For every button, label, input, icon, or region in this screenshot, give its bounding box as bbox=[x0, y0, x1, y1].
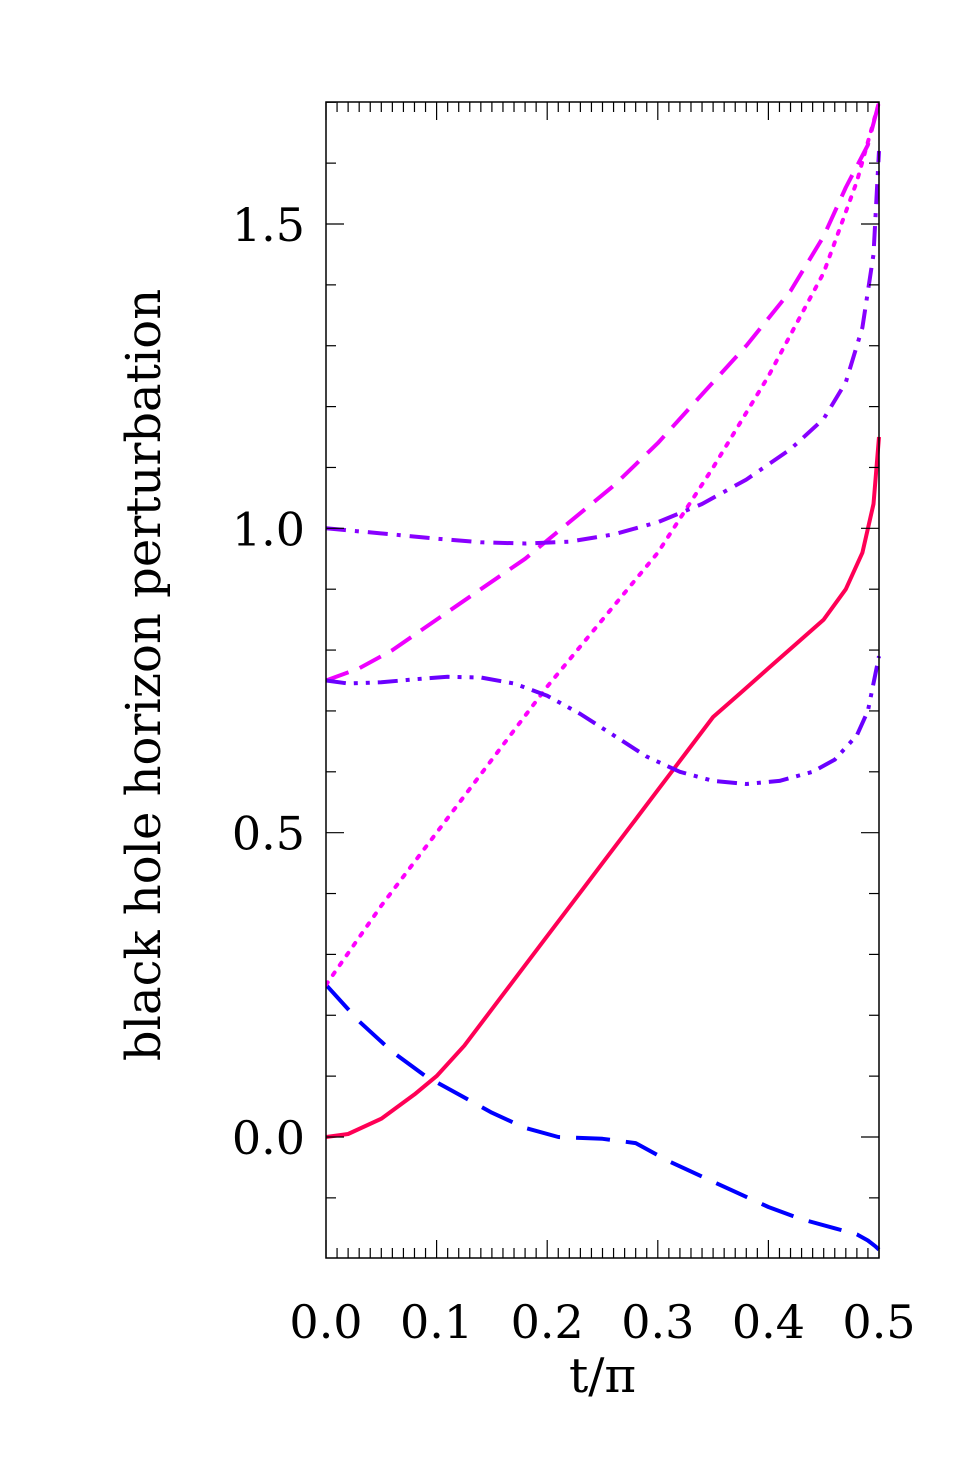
series-line-dash-dot bbox=[326, 150, 881, 546]
y-tick-label: 1.5 bbox=[232, 198, 305, 252]
series-line-dotted bbox=[326, 100, 881, 987]
y-axis-title: black hole horizon perturbation bbox=[116, 289, 172, 1061]
y-tick-label: 1.0 bbox=[232, 502, 305, 556]
series-line-short-dash bbox=[326, 101, 881, 683]
y-tick-label: 0.5 bbox=[232, 807, 305, 861]
x-tick-label: 0.2 bbox=[511, 1295, 584, 1349]
plot-frame bbox=[325, 101, 880, 1259]
series-layer bbox=[326, 100, 881, 1252]
x-axis-title: t/π bbox=[569, 1348, 636, 1404]
x-tick-label: 0.3 bbox=[621, 1295, 694, 1349]
x-tick-label: 0.4 bbox=[732, 1295, 805, 1349]
y-tick-label: 0.0 bbox=[232, 1111, 305, 1165]
x-tick-label: 0.0 bbox=[289, 1295, 362, 1349]
x-tick-label: 0.1 bbox=[400, 1295, 473, 1349]
series-line-long-dash bbox=[326, 983, 881, 1252]
series-line-solid bbox=[326, 436, 881, 1139]
ticks-layer bbox=[325, 101, 880, 1258]
series-line-dash-dot-dot bbox=[326, 655, 881, 786]
x-tick-label: 0.5 bbox=[842, 1295, 915, 1349]
labels-layer: 0.0 0.1 0.2 0.3 0.4 0.5 0.0 0.5 1.0 1.5 bbox=[232, 198, 916, 1349]
